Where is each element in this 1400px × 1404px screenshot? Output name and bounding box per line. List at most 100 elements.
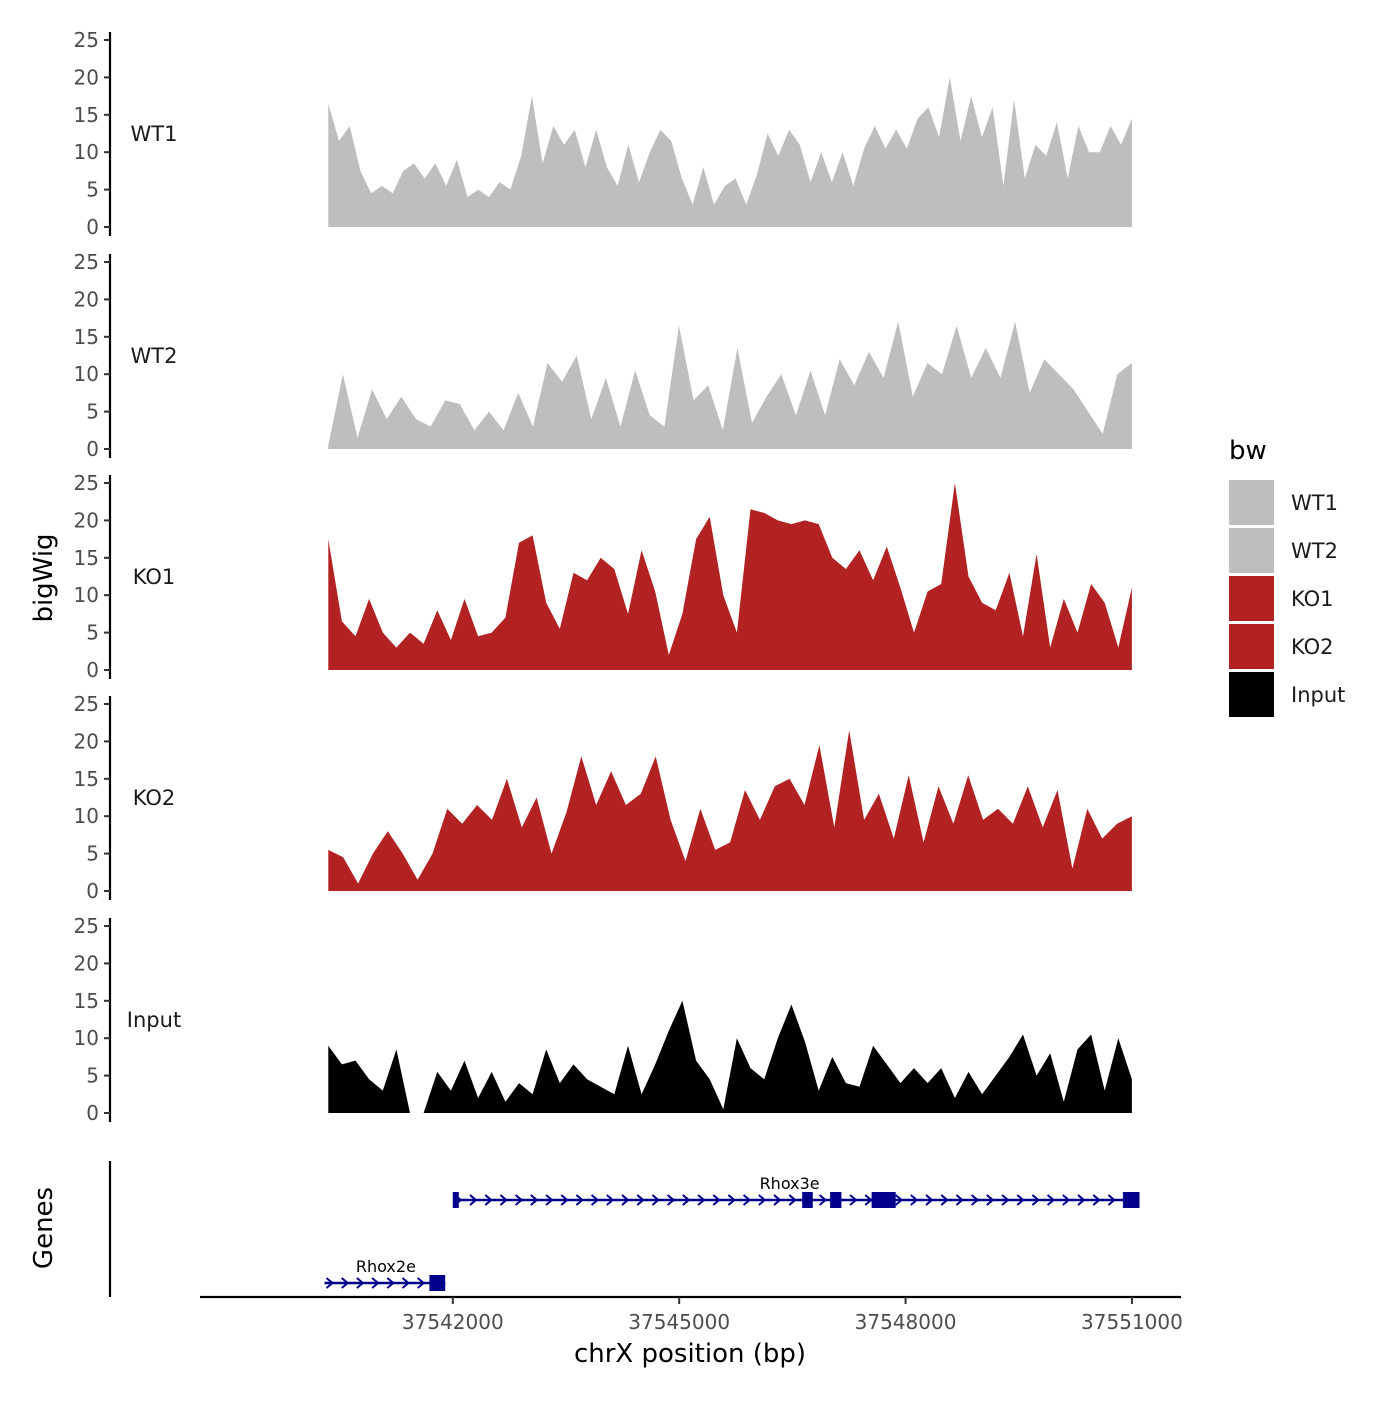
y-tick-label: 0 (86, 1101, 99, 1125)
strand-arrow (1107, 1194, 1116, 1206)
signal-area-wt2 (328, 321, 1132, 449)
track-label: WT2 (131, 344, 178, 368)
strand-arrow (940, 1194, 949, 1206)
genes-track: Rhox3e Rhox2e (108, 1161, 1140, 1297)
strand-arrow (712, 1194, 721, 1206)
y-tick-label: 20 (74, 951, 99, 975)
gene-exon (802, 1192, 813, 1208)
y-tick-label: 10 (74, 362, 99, 386)
strand-arrow (1001, 1194, 1010, 1206)
strand-arrow (742, 1194, 752, 1206)
track-label: KO2 (133, 786, 176, 810)
strand-arrow (773, 1194, 782, 1206)
strand-arrow (417, 1277, 426, 1289)
strand-arrow (590, 1194, 600, 1206)
track-label: Input (127, 1008, 181, 1032)
strand-arrow (606, 1194, 615, 1206)
y-tick-label: 15 (74, 989, 99, 1013)
strand-arrow (371, 1277, 380, 1289)
y-tick-label: 10 (74, 583, 99, 607)
y-tick-label: 15 (74, 103, 99, 127)
y-tick-label: 20 (74, 65, 99, 89)
legend-swatch-wt2 (1229, 528, 1274, 573)
y-tick-label: 5 (86, 621, 99, 645)
y-tick-label: 10 (74, 1026, 99, 1050)
strand-arrow (341, 1277, 350, 1289)
gene-label: Rhox3e (760, 1174, 820, 1193)
strand-arrow (697, 1194, 706, 1206)
strand-arrow (849, 1194, 858, 1206)
strand-arrow (758, 1194, 767, 1206)
bigwig-tracks: 0510152025WT10510152025WT20510152025KO10… (74, 28, 1132, 1125)
y-tick-label: 0 (86, 437, 99, 461)
y-tick-label: 25 (74, 914, 99, 938)
strand-arrow (386, 1277, 395, 1289)
y-tick-label: 0 (86, 215, 99, 239)
genes-axis-title: Genes (29, 1187, 59, 1269)
strand-arrow (484, 1194, 493, 1206)
y-tick-label: 15 (74, 546, 99, 570)
strand-arrow (621, 1194, 630, 1206)
strand-arrow (575, 1194, 584, 1206)
strand-arrow (469, 1194, 478, 1206)
y-tick-label: 20 (74, 287, 99, 311)
gene-exon (452, 1192, 459, 1208)
y-tick-label: 5 (86, 400, 99, 424)
legend-label: Input (1291, 683, 1345, 707)
y-tick-label: 10 (74, 804, 99, 828)
x-tick-label: 37542000 (402, 1310, 504, 1334)
strand-arrow (560, 1194, 569, 1206)
legend: bw WT1 WT2 KO1 KO2 Input (1229, 436, 1345, 717)
strand-arrow (818, 1194, 828, 1206)
legend-swatch-ko2 (1229, 624, 1274, 669)
signal-area-input (328, 1000, 1132, 1113)
strand-arrow (910, 1194, 919, 1206)
strand-arrow (727, 1194, 736, 1206)
strand-arrow (636, 1194, 645, 1206)
strand-arrow (545, 1194, 554, 1206)
legend-label: WT1 (1291, 491, 1338, 515)
strand-arrow (788, 1194, 797, 1206)
strand-arrow (986, 1194, 995, 1206)
legend-label: KO1 (1291, 587, 1334, 611)
legend-swatch-input (1229, 672, 1274, 717)
track-ko1: 0 5 10 15 20 25 KO1 (74, 471, 1132, 682)
strand-arrow (955, 1194, 964, 1206)
y-tick-label: 20 (74, 729, 99, 753)
y-tick-label: 25 (74, 471, 99, 495)
strand-arrow (970, 1194, 980, 1206)
signal-area-wt1 (328, 77, 1132, 228)
strand-arrow (925, 1194, 934, 1206)
y-tick-label: 10 (74, 140, 99, 164)
gene-exon (1122, 1192, 1140, 1208)
y-tick-label: 25 (74, 250, 99, 274)
track-ko2: 0 5 10 15 20 25 KO2 (74, 692, 1132, 903)
y-tick-label: 25 (74, 692, 99, 716)
strand-arrow (1016, 1194, 1025, 1206)
x-tick-label: 37545000 (628, 1310, 730, 1334)
gene-rhox3e: Rhox3e (452, 1174, 1140, 1208)
strand-arrow (1046, 1194, 1056, 1206)
gene-exon (830, 1192, 842, 1208)
strand-arrow (1077, 1194, 1086, 1206)
strand-arrow (514, 1194, 524, 1206)
strand-arrow (1092, 1194, 1101, 1206)
legend-swatch-wt1 (1229, 480, 1274, 525)
x-tick-label: 37548000 (855, 1310, 957, 1334)
strand-arrow (1031, 1194, 1040, 1206)
strand-arrow (1062, 1194, 1071, 1206)
y-tick-label: 0 (86, 658, 99, 682)
y-tick-label: 5 (86, 1064, 99, 1088)
legend-swatch-ko1 (1229, 576, 1274, 621)
y-tick-label: 15 (74, 767, 99, 791)
strand-arrow (894, 1194, 904, 1206)
y-tick-label: 25 (74, 28, 99, 52)
gene-label: Rhox2e (356, 1257, 416, 1276)
track-input: 0 5 10 15 20 25 Input (74, 914, 1132, 1125)
signal-area-ko2 (328, 730, 1132, 891)
strand-arrow (864, 1194, 873, 1206)
track-label: KO1 (133, 565, 176, 589)
gene-exon (429, 1275, 446, 1291)
